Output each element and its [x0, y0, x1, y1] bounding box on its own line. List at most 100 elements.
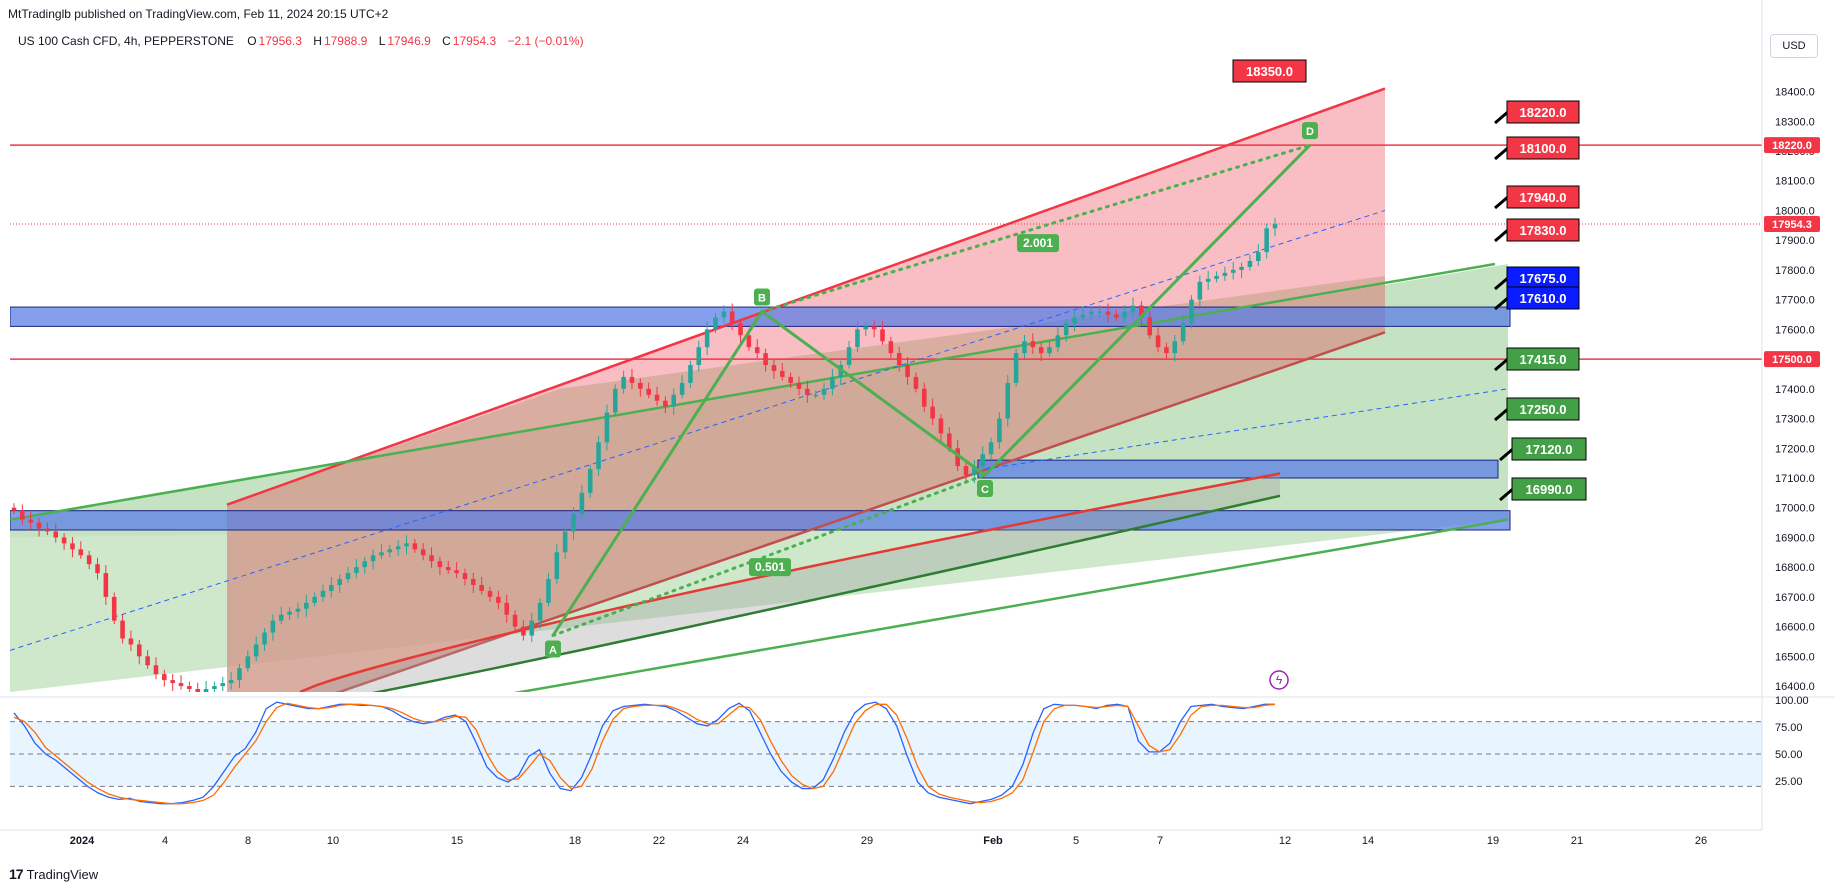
candle-body [420, 549, 426, 556]
candle-body [95, 564, 100, 574]
candle-body [813, 394, 818, 397]
candle-body [1197, 281, 1203, 300]
candle-body [1239, 266, 1244, 270]
candle-body [295, 608, 301, 612]
price-axis-tick: 16400.0 [1775, 681, 1815, 693]
regression-dashed-line-2 [984, 388, 1509, 470]
candle-body [1264, 228, 1269, 253]
time-axis-tick: 18 [569, 835, 581, 847]
candle-body [103, 573, 109, 597]
price-axis-tick: 17000.0 [1775, 503, 1815, 515]
candle-body [1005, 382, 1011, 419]
level-label-text: 18350.0 [1246, 64, 1293, 79]
time-axis-tick: 5 [1073, 835, 1079, 847]
price-axis-tick: 17600.0 [1775, 324, 1815, 336]
candle-body [913, 376, 919, 389]
level-label-text: 17250.0 [1520, 402, 1567, 417]
level-label-box [1232, 59, 1307, 83]
candle-body [454, 570, 459, 574]
price-axis-tick: 17400.0 [1775, 384, 1815, 396]
candle-body [905, 365, 910, 377]
regression-dashed-line [10, 209, 1386, 651]
price-axis-badge [1764, 137, 1820, 154]
footer-brand: TradingView [26, 866, 99, 882]
level-label-box [1506, 397, 1580, 421]
candle-body [1105, 311, 1111, 315]
close-label: C [442, 34, 451, 48]
level-label-text: 17675.0 [1520, 271, 1567, 286]
candle-body [1139, 305, 1144, 318]
candle-body [688, 365, 693, 383]
time-axis-tick: 22 [653, 835, 665, 847]
price-axis-badge [1764, 351, 1820, 368]
candle-body [1222, 272, 1228, 276]
red-channel-bottom-line [335, 331, 1386, 692]
oscillator-axis-tick: 50.00 [1775, 749, 1803, 761]
candle-body [997, 418, 1002, 443]
candle-body [805, 388, 810, 395]
candle-body [1172, 341, 1178, 354]
change-value: −2.1 (−0.01%) [507, 34, 584, 48]
candle-body [287, 611, 292, 615]
level-label-box [1511, 437, 1587, 461]
candle-body [153, 665, 159, 675]
candle-body [1072, 317, 1077, 324]
candle-body [61, 537, 67, 544]
candle-body [521, 626, 526, 636]
candle-body [1189, 299, 1194, 324]
price-axis-tick: 17300.0 [1775, 414, 1815, 426]
xa-ratio-dotted-line [551, 473, 987, 638]
currency-button[interactable]: USD [1770, 34, 1818, 58]
candle-body [20, 510, 25, 520]
candle-body [45, 528, 50, 532]
oscillator-pane [10, 701, 1762, 805]
time-axis-tick: 15 [451, 835, 463, 847]
price-axis-tick: 16700.0 [1775, 592, 1815, 604]
price-axis-tick: 17700.0 [1775, 295, 1815, 307]
tradingview-logo-icon: 17 [9, 866, 24, 882]
candle-body [1147, 317, 1153, 336]
candle-body [228, 680, 234, 684]
candle-body [938, 418, 944, 434]
time-axis-tick: 19 [1487, 835, 1499, 847]
candle-body [596, 442, 601, 470]
support-zone-3 [10, 510, 1511, 531]
candle-body [788, 376, 793, 383]
close-value: 17954.3 [452, 34, 497, 48]
candle-body [1247, 260, 1253, 267]
candle-body [111, 596, 117, 621]
price-axis-tick: 17100.0 [1775, 473, 1815, 485]
time-axis-tick: Feb [983, 835, 1003, 847]
candle-body [663, 400, 668, 407]
price-axis-tick: 16500.0 [1775, 651, 1815, 663]
pattern-point-marker-c [977, 480, 993, 498]
candle-body [178, 683, 184, 687]
low-label: L [378, 34, 386, 48]
candle-body [629, 376, 635, 383]
candle-body [404, 543, 409, 547]
candle-body [70, 543, 75, 550]
lightning-icon [1269, 670, 1289, 690]
candle-body [638, 382, 643, 389]
candle-body [947, 433, 952, 449]
candle-body [880, 329, 885, 342]
candle-body [195, 689, 201, 692]
candle-body [738, 323, 743, 336]
level-label-text: 18100.0 [1520, 141, 1567, 156]
candle-body [896, 353, 902, 366]
price-axis-tick: 18400.0 [1775, 87, 1815, 99]
candle-body [36, 522, 42, 529]
candle-body [379, 552, 384, 556]
green-channel-bottom-line [513, 518, 1509, 692]
pattern-point-marker-d [1302, 122, 1318, 140]
candle-body [203, 689, 209, 692]
symbol-name[interactable]: US 100 Cash CFD, 4h, PEPPERSTONE [18, 34, 234, 48]
pattern-point-label-a: A [549, 645, 557, 657]
candle-body [429, 555, 434, 562]
level-label-box [1506, 136, 1580, 160]
oscillator-axis-tick: 75.00 [1775, 722, 1803, 734]
candle-body [863, 326, 869, 330]
pattern-point-marker-a [545, 640, 561, 658]
candle-body [1122, 311, 1127, 318]
